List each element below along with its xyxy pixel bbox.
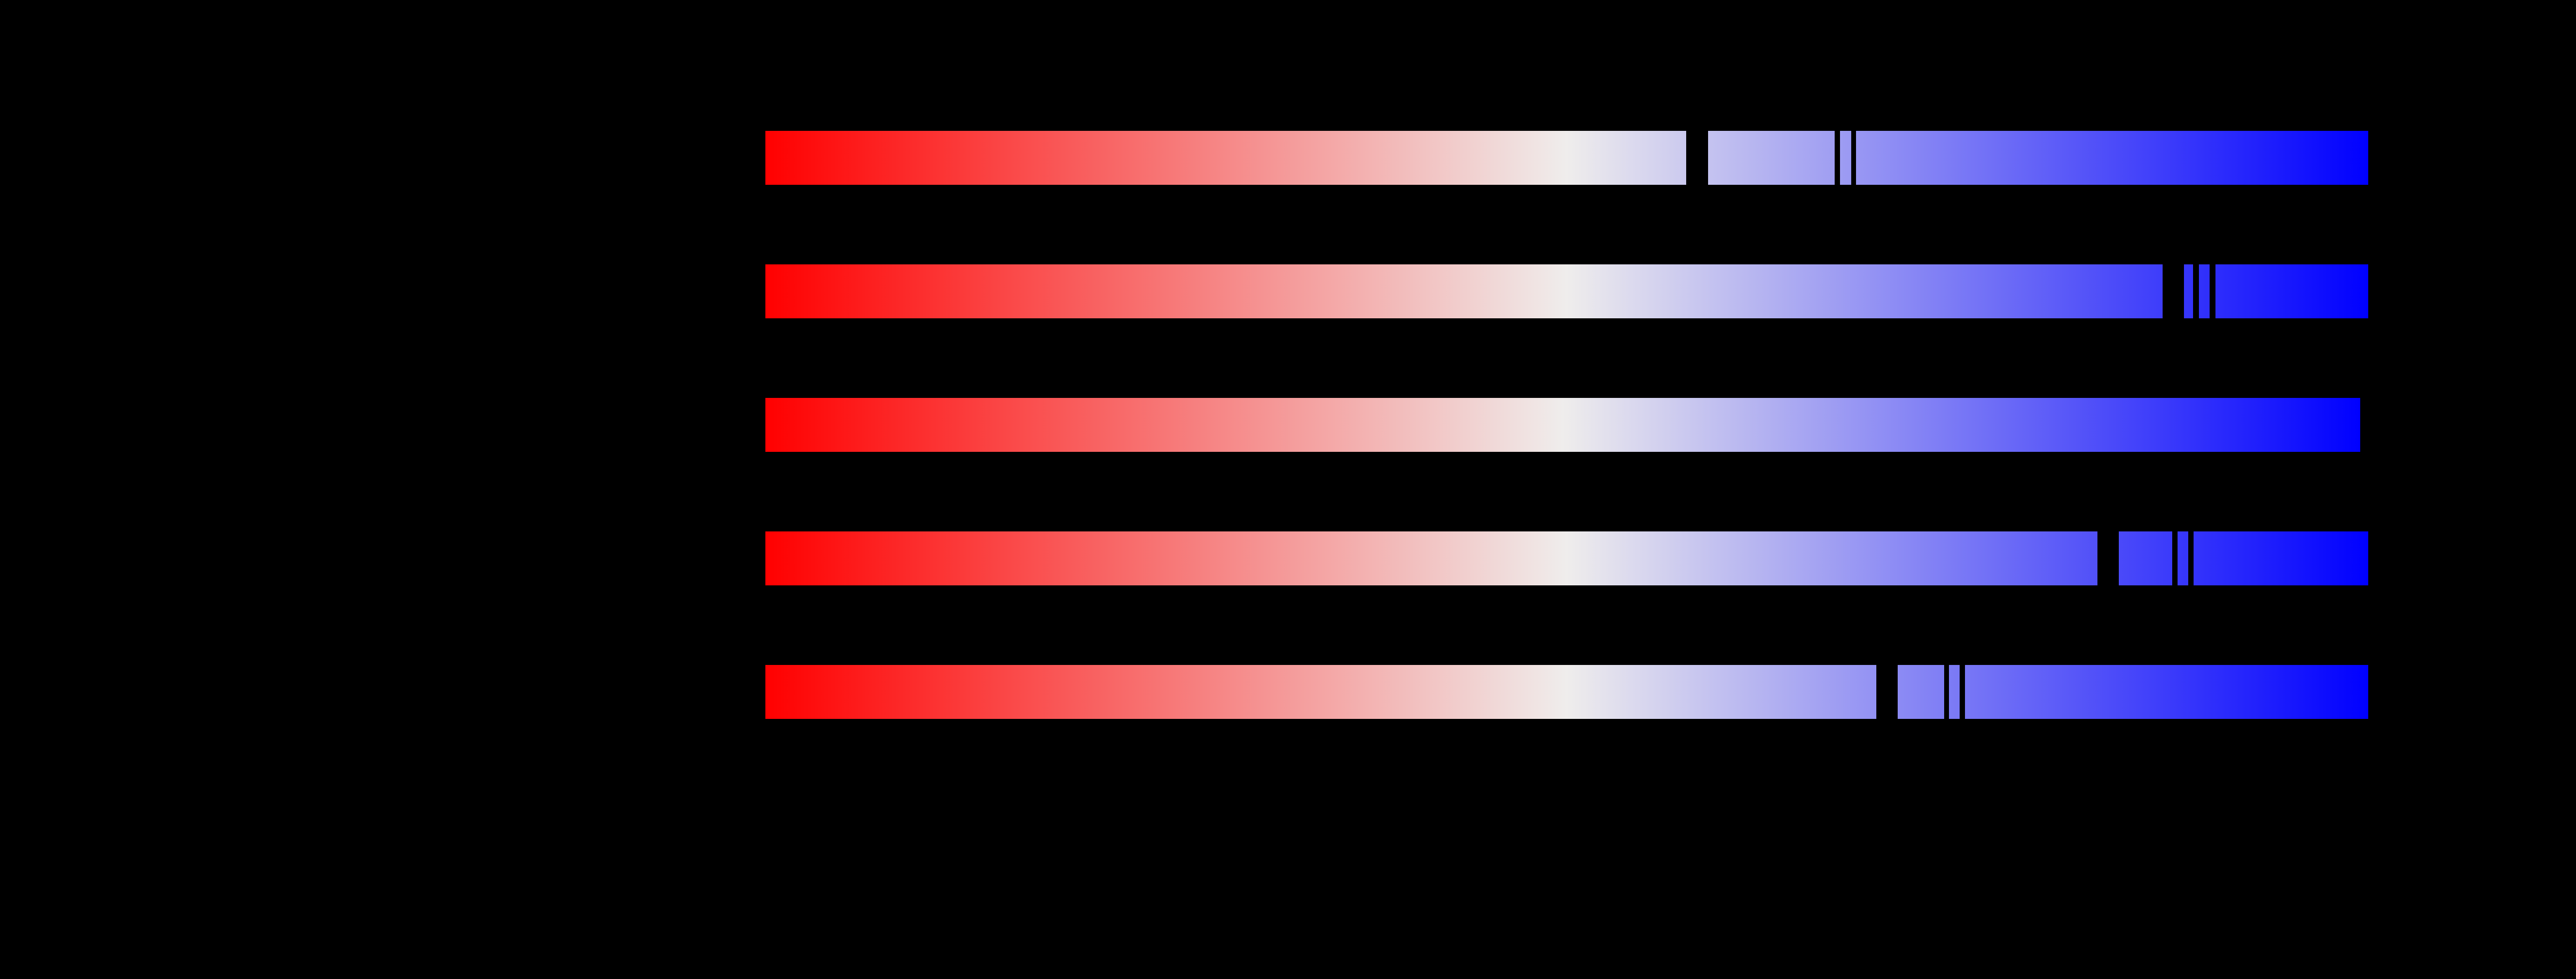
thick-tick-mark xyxy=(2097,531,2119,585)
gradient-bar-row-3 xyxy=(765,398,2360,452)
gradient-bar-row-5 xyxy=(765,665,2368,719)
thin-tick-mark xyxy=(2188,531,2194,585)
thick-tick-mark xyxy=(1686,131,1708,185)
thin-tick-mark xyxy=(1960,665,1965,719)
gradient-bar-row-1 xyxy=(765,131,2368,185)
thin-tick-mark xyxy=(1835,131,1840,185)
thin-tick-mark xyxy=(1944,665,1949,719)
gradient-bar-row-4 xyxy=(765,531,2368,585)
thin-tick-mark xyxy=(2172,531,2178,585)
thick-tick-mark xyxy=(1876,665,1898,719)
thin-tick-mark xyxy=(2210,264,2215,318)
thin-tick-mark xyxy=(1851,131,1856,185)
thin-tick-mark xyxy=(2193,264,2199,318)
gradient-bar-row-2 xyxy=(765,264,2368,318)
thick-tick-mark xyxy=(2163,264,2184,318)
